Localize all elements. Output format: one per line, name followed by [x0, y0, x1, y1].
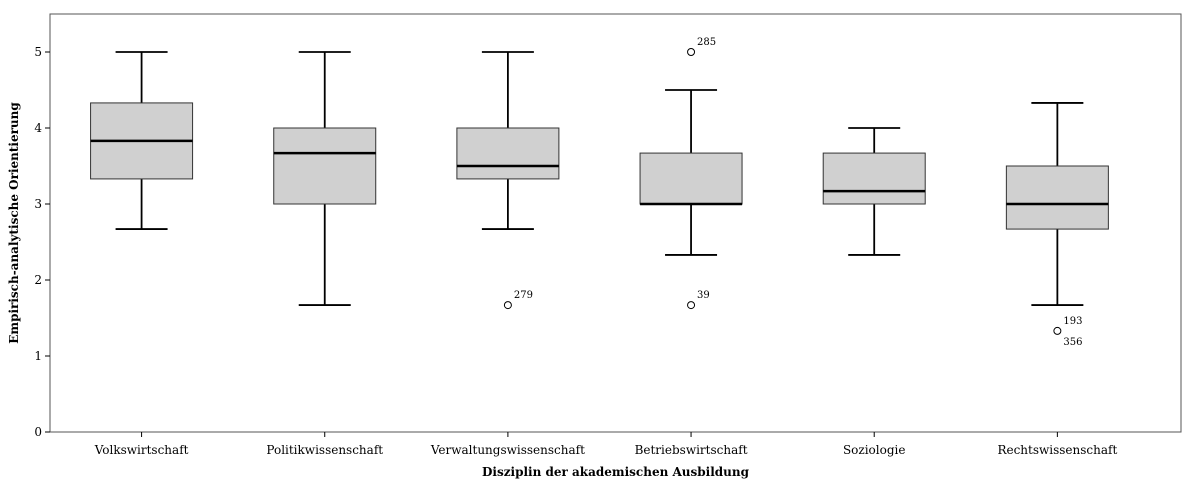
outlier-label: 39: [697, 290, 710, 301]
y-axis-title: Empirisch-analytische Orientierung: [7, 102, 21, 344]
y-tick-label: 5: [34, 45, 42, 59]
plot-frame: [49, 13, 1182, 433]
box-1: [90, 51, 194, 230]
x-category-label: Rechtswissenschaft: [997, 443, 1117, 457]
x-axis-title: Disziplin der akademischen Ausbildung: [482, 465, 750, 479]
iqr-box: [639, 152, 743, 205]
y-tick-label: 1: [34, 349, 42, 363]
y-tick-label: 4: [34, 121, 42, 135]
box-3: 279: [456, 51, 560, 310]
x-category-label: Volkswirtschaft: [94, 443, 189, 457]
outlier-label: 285: [697, 37, 716, 48]
outlier-point: [1053, 326, 1062, 335]
x-category-label: Soziologie: [843, 443, 906, 457]
outlier-point: [687, 301, 696, 310]
x-category-label: Politikwissenschaft: [266, 443, 383, 457]
box-5: [822, 127, 926, 256]
x-category-label: Betriebswirtschaft: [635, 443, 748, 457]
outlier-label: 279: [514, 290, 533, 301]
box-4: 285 39: [639, 37, 743, 310]
outlier-label: 193: [1063, 316, 1082, 327]
iqr-box: [822, 152, 926, 205]
iqr-box: [456, 127, 560, 180]
y-tick-label: 2: [34, 273, 42, 287]
iqr-box: [273, 127, 377, 205]
outlier-label: 356: [1063, 337, 1082, 348]
outlier-point: [503, 301, 512, 310]
x-axis: Volkswirtschaft Politikwissenschaft Verwal…: [94, 432, 1117, 457]
y-tick-label: 0: [34, 425, 42, 439]
box-2: [273, 51, 377, 306]
box-series: 279 285 39 193 356: [90, 37, 1109, 348]
box-6: 193 356: [1005, 102, 1109, 348]
y-axis: 0 1 2 3 4 5: [34, 45, 50, 439]
iqr-box: [1005, 165, 1109, 230]
x-category-label: Verwaltungswissenschaft: [430, 443, 585, 457]
outlier-point: [687, 48, 696, 56]
y-tick-label: 3: [34, 197, 42, 211]
